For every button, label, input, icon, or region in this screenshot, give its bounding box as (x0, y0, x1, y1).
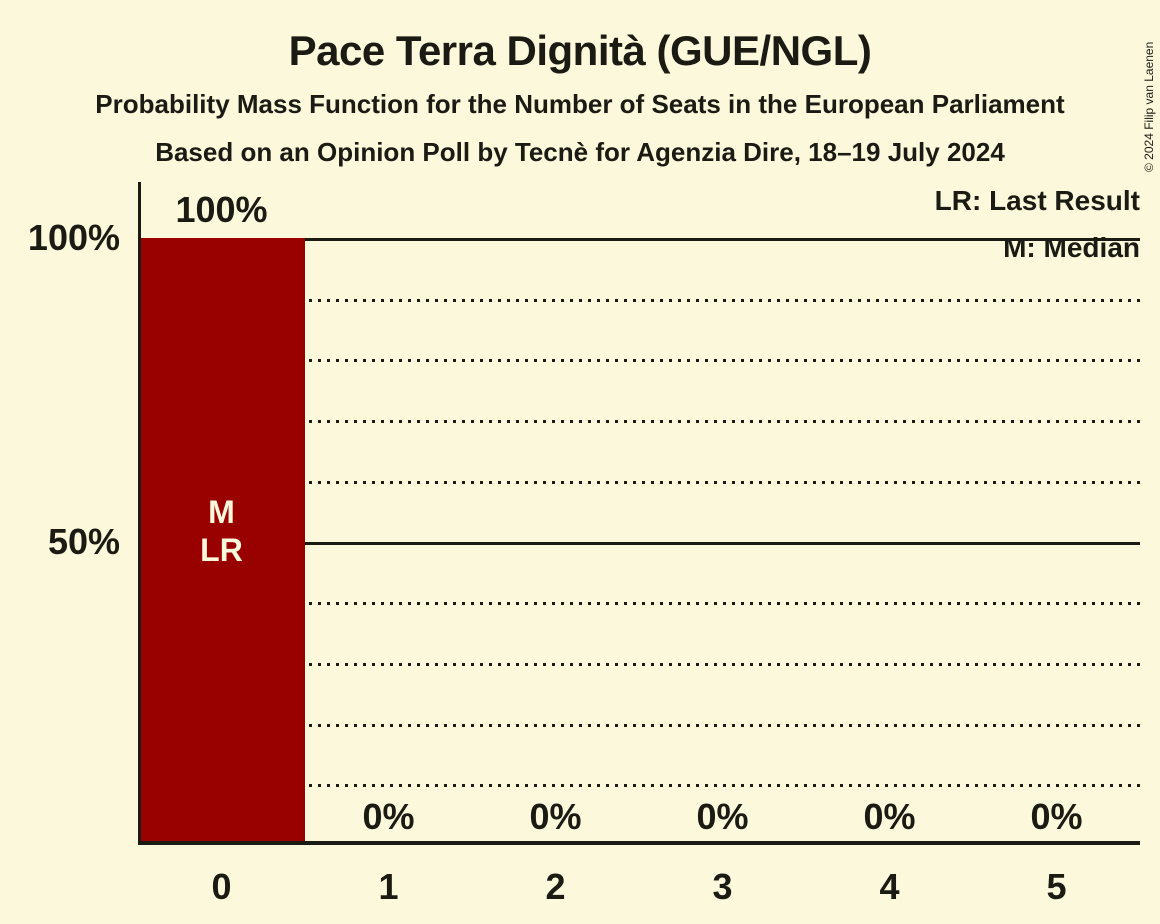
annotation-line-lr: LR (200, 531, 243, 568)
x-tick-label-seats-4: 4 (879, 866, 900, 907)
x-axis-tick-labels: 0 1 2 3 4 5 (138, 866, 1140, 908)
x-tick-label-seats-0: 0 (211, 866, 232, 907)
gridline-dotted-90pct (138, 298, 1140, 302)
value-label-seats-2: 0% (529, 796, 582, 837)
gridline-dotted-80pct (138, 359, 1140, 363)
gridline-dotted-20pct (138, 723, 1140, 727)
column-seats-1: 0% (305, 238, 472, 845)
legend-median: M: Median (1003, 232, 1140, 263)
x-axis-line (138, 841, 1140, 845)
legend-last-result: LR: Last Result (934, 185, 1140, 216)
value-label-seats-0: 100% (175, 189, 268, 230)
column-seats-4: 0% (806, 238, 973, 845)
column-seats-2: 0% (472, 238, 639, 845)
column-seats-5: 0% (973, 238, 1140, 845)
x-tick-label-seats-5: 5 (1046, 866, 1067, 907)
copyright-notice: © 2024 Filip van Laenen (1142, 41, 1156, 172)
chart-source-line: Based on an Opinion Poll by Tecnè for Ag… (155, 137, 1005, 167)
gridline-solid-100pct (138, 238, 1140, 241)
value-label-seats-1: 0% (362, 796, 415, 837)
x-tick-label-seats-2: 2 (545, 866, 566, 907)
column-seats-3: 0% (639, 238, 806, 845)
value-label-seats-4: 0% (863, 796, 916, 837)
value-area: M LR 100% 0% 0% 0% 0% 0% (138, 190, 1140, 845)
gridline-solid-50pct (138, 541, 1140, 545)
y-tick-label-100pct: 100% (27, 217, 120, 258)
column-seats-0: M LR 100% (138, 190, 305, 845)
y-axis-labels: 100% 50% (0, 219, 120, 845)
chart-title: Pace Terra Dignità (GUE/NGL) (288, 27, 872, 74)
bar-annotation-median-last-result: M LR (138, 493, 305, 569)
chart-subtitle: Probability Mass Function for the Number… (95, 89, 1065, 119)
bar-seats-0: M LR (138, 238, 305, 845)
gridline-dotted-10pct (138, 784, 1140, 788)
gridline-dotted-40pct (138, 602, 1140, 606)
gridline-dotted-60pct (138, 480, 1140, 484)
value-label-seats-3: 0% (696, 796, 749, 837)
gridline-dotted-30pct (138, 662, 1140, 666)
y-axis-line (138, 182, 141, 845)
x-tick-label-seats-3: 3 (712, 866, 733, 907)
gridline-dotted-70pct (138, 420, 1140, 424)
annotation-line-m: M (208, 493, 235, 530)
value-label-seats-5: 0% (1030, 796, 1083, 837)
plot-area: M LR 100% 0% 0% 0% 0% 0% (138, 182, 1140, 845)
y-tick-label-50pct: 50% (47, 520, 120, 562)
x-tick-label-seats-1: 1 (378, 866, 399, 907)
